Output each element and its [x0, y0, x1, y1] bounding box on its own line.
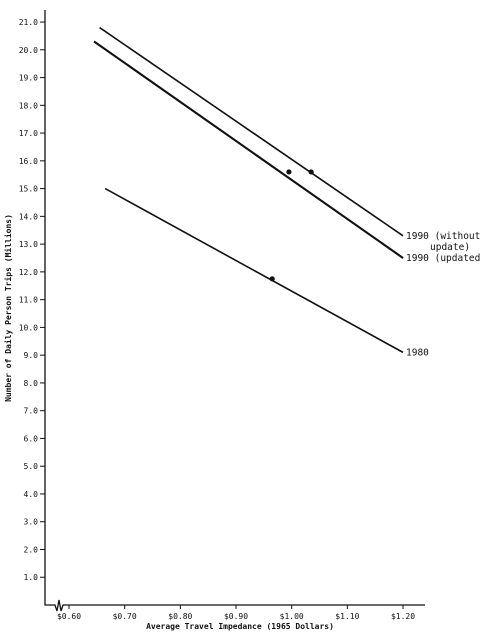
series-line [99, 26, 404, 237]
y-tick-label: 9.0 [24, 351, 39, 360]
y-axis-title: Number of Daily Person Trips (Millions) [3, 214, 13, 402]
x-tick-label: $1.10 [335, 612, 359, 621]
x-tick-label: $0.90 [224, 612, 248, 621]
y-tick-label: 17.0 [19, 129, 38, 138]
y-axis-line [44, 10, 425, 612]
x-ticks: $0.60 $0.70 $0.80 $0.90 $1.00 $1.10 $1.20 [57, 605, 415, 621]
y-tick-label: 11.0 [19, 296, 38, 305]
y-tick-label: 1.0 [24, 573, 39, 582]
y-tick-label: 10.0 [19, 323, 38, 332]
y-tick-label: 18.0 [19, 101, 38, 110]
x-axis-title: Average Travel Impedance (1965 Dollars) [146, 622, 334, 631]
series-label: 1990 (without [406, 231, 480, 242]
series-line [93, 40, 404, 259]
y-tick-label: 15.0 [19, 185, 38, 194]
y-ticks: 1.0 2.0 3.0 4.0 5.0 6.0 7.0 8.0 9.0 10.0 11.0 12.0 1… [19, 18, 45, 582]
y-tick-label: 13.0 [19, 240, 38, 249]
y-tick-label: 20.0 [19, 46, 38, 55]
y-tick-label: 8.0 [24, 379, 39, 388]
y-tick-label: 2.0 [24, 545, 39, 554]
y-tick-label: 16.0 [19, 157, 38, 166]
y-tick-label: 7.0 [24, 407, 39, 416]
y-tick-label: 21.0 [19, 18, 38, 27]
y-tick-label: 6.0 [24, 434, 39, 443]
series-marker [308, 169, 314, 175]
series-label: update) [430, 242, 470, 253]
y-tick-label: 19.0 [19, 74, 38, 83]
y-tick-label: 12.0 [19, 268, 38, 277]
series-line [104, 187, 404, 354]
series-marker [269, 276, 275, 282]
y-tick-label: 4.0 [24, 490, 39, 499]
axes [44, 10, 425, 612]
series-label: 1990 (updated) [406, 253, 480, 264]
y-tick-label: 3.0 [24, 518, 39, 527]
series-label: 1980 [406, 347, 429, 358]
y-tick-label: 5.0 [24, 462, 39, 471]
x-tick-label: $0.80 [168, 612, 192, 621]
x-tick-label: $1.20 [391, 612, 415, 621]
x-tick-label: $0.70 [113, 612, 137, 621]
series-marker [286, 169, 292, 175]
x-tick-label: $0.60 [57, 612, 81, 621]
x-tick-label: $1.00 [280, 612, 304, 621]
y-tick-label: 14.0 [19, 212, 38, 221]
